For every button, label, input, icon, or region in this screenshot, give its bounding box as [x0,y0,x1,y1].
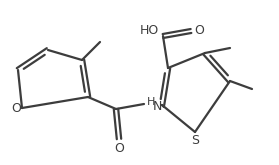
Text: HO: HO [140,23,159,36]
Text: N: N [152,100,162,114]
Text: O: O [194,24,204,37]
Text: S: S [191,133,199,147]
Text: H: H [147,97,155,107]
Text: O: O [114,142,124,154]
Text: O: O [11,101,21,115]
